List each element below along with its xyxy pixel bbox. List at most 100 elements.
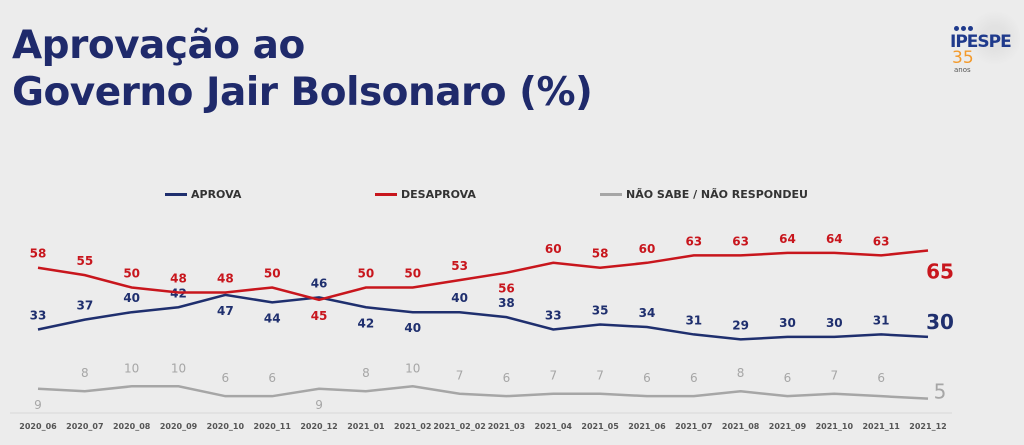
data-label-nao-sabe: 7 <box>549 369 557 383</box>
x-tick-label: 2020_07 <box>66 422 103 431</box>
data-label-aprova: 46 <box>311 276 328 290</box>
data-label-nao-sabe: 9 <box>315 398 323 412</box>
series-line-aprova <box>37 293 929 341</box>
data-label-aprova: 34 <box>639 306 656 320</box>
data-label-aprova: 31 <box>873 313 890 327</box>
data-label-desaprova: 63 <box>685 234 702 248</box>
legend-label: DESAPROVA <box>401 188 476 201</box>
data-label-nao-sabe: 10 <box>171 361 186 375</box>
series-line-desaprova <box>37 249 929 302</box>
data-label-aprova: 42 <box>358 316 375 330</box>
data-label-desaprova: 48 <box>217 271 234 285</box>
page-title: Aprovação ao Governo Jair Bolsonaro (%) <box>12 22 593 116</box>
x-tick-label: 2021_06 <box>628 422 666 431</box>
legend-label: APROVA <box>191 188 242 201</box>
data-label-desaprova: 65 <box>926 259 954 283</box>
data-label-nao-sabe: 6 <box>643 371 651 385</box>
x-tick-label: 2021_08 <box>722 422 760 431</box>
data-label-desaprova: 50 <box>404 267 421 281</box>
data-label-desaprova: 50 <box>123 267 140 281</box>
data-label-nao-sabe: 7 <box>456 369 464 383</box>
x-tick-label: 2020_10 <box>207 422 245 431</box>
logo-dots-icon <box>954 16 975 35</box>
data-label-aprova: 30 <box>826 316 843 330</box>
globe-graphic <box>970 8 1020 68</box>
data-label-desaprova: 60 <box>545 242 562 256</box>
data-label-nao-sabe: 10 <box>124 361 139 375</box>
data-label-aprova: 33 <box>30 308 47 322</box>
data-label-desaprova: 56 <box>498 282 515 296</box>
data-label-nao-sabe: 8 <box>737 366 745 380</box>
data-label-nao-sabe: 5 <box>934 380 947 404</box>
data-label-nao-sabe: 8 <box>81 366 89 380</box>
data-label-nao-sabe: 6 <box>222 371 230 385</box>
x-tick-label: 2021_05 <box>581 422 619 431</box>
legend-nao-sabe: NÃO SABE / NÃO RESPONDEU <box>600 188 808 201</box>
x-tick-label: 2021_03 <box>488 422 525 431</box>
data-label-aprova: 31 <box>685 313 702 327</box>
legend-swatch <box>165 193 187 196</box>
logo-years: 35 <box>952 48 974 68</box>
data-label-aprova: 29 <box>732 318 749 332</box>
data-label-nao-sabe: 7 <box>596 369 604 383</box>
logo-name: IPESPE <box>950 32 1012 52</box>
data-label-desaprova: 48 <box>170 271 187 285</box>
legend-aprova: APROVA <box>165 188 241 201</box>
data-label-nao-sabe: 6 <box>690 371 698 385</box>
data-label-aprova: 33 <box>545 308 562 322</box>
legend-swatch <box>375 193 397 196</box>
x-tick-label: 2020_11 <box>254 422 292 431</box>
x-tick-label: 2020_12 <box>300 422 337 431</box>
data-label-nao-sabe: 9 <box>34 398 42 412</box>
data-label-aprova: 30 <box>779 316 796 330</box>
logo-sub: anos <box>954 66 971 74</box>
x-tick-label: 2021_02_02 <box>433 422 486 431</box>
x-tick-label: 2020_06 <box>19 422 57 431</box>
x-tick-label: 2021_02 <box>394 422 431 431</box>
data-label-nao-sabe: 7 <box>830 369 838 383</box>
data-label-desaprova: 63 <box>732 234 749 248</box>
data-label-aprova: 40 <box>451 291 468 305</box>
data-label-aprova: 40 <box>404 321 421 335</box>
data-label-aprova: 44 <box>264 311 281 325</box>
data-label-nao-sabe: 6 <box>268 371 276 385</box>
x-tick-label: 2021_09 <box>769 422 807 431</box>
data-label-aprova: 40 <box>123 291 140 305</box>
data-label-nao-sabe: 6 <box>784 371 792 385</box>
data-label-desaprova: 50 <box>358 267 375 281</box>
data-label-desaprova: 45 <box>311 309 328 323</box>
data-label-aprova: 38 <box>498 296 515 310</box>
x-tick-label: 2021_01 <box>347 422 385 431</box>
data-label-nao-sabe: 8 <box>362 366 370 380</box>
legend-desaprova: DESAPROVA <box>375 188 476 201</box>
x-tick-label: 2021_04 <box>535 422 573 431</box>
x-tick-label: 2020_09 <box>160 422 198 431</box>
data-label-desaprova: 55 <box>76 254 93 268</box>
series-line-nao-sabe <box>37 385 929 400</box>
data-label-desaprova: 64 <box>779 232 796 246</box>
x-tick-label: 2021_12 <box>909 422 946 431</box>
data-label-desaprova: 58 <box>592 247 609 261</box>
x-tick-label: 2021_11 <box>862 422 900 431</box>
x-tick-label: 2020_08 <box>113 422 151 431</box>
x-tick-label: 2021_07 <box>675 422 712 431</box>
legend-swatch <box>600 193 622 196</box>
data-label-desaprova: 58 <box>30 247 47 261</box>
data-label-desaprova: 64 <box>826 232 843 246</box>
data-label-nao-sabe: 6 <box>503 371 511 385</box>
data-label-nao-sabe: 10 <box>405 361 420 375</box>
data-label-desaprova: 50 <box>264 267 281 281</box>
title-line-2: Governo Jair Bolsonaro (%) <box>12 70 593 115</box>
ipespe-logo: IPESPE 35 anos <box>940 8 1020 74</box>
data-label-desaprova: 53 <box>451 259 468 273</box>
legend-label: NÃO SABE / NÃO RESPONDEU <box>626 188 808 201</box>
data-label-nao-sabe: 6 <box>877 371 885 385</box>
x-tick-label: 2021_10 <box>816 422 854 431</box>
data-label-desaprova: 60 <box>639 242 656 256</box>
data-label-aprova: 35 <box>592 304 609 318</box>
title-line-1: Aprovação ao <box>12 23 305 68</box>
data-label-aprova: 30 <box>926 310 954 334</box>
data-label-desaprova: 63 <box>873 234 890 248</box>
data-label-aprova: 37 <box>76 299 93 313</box>
